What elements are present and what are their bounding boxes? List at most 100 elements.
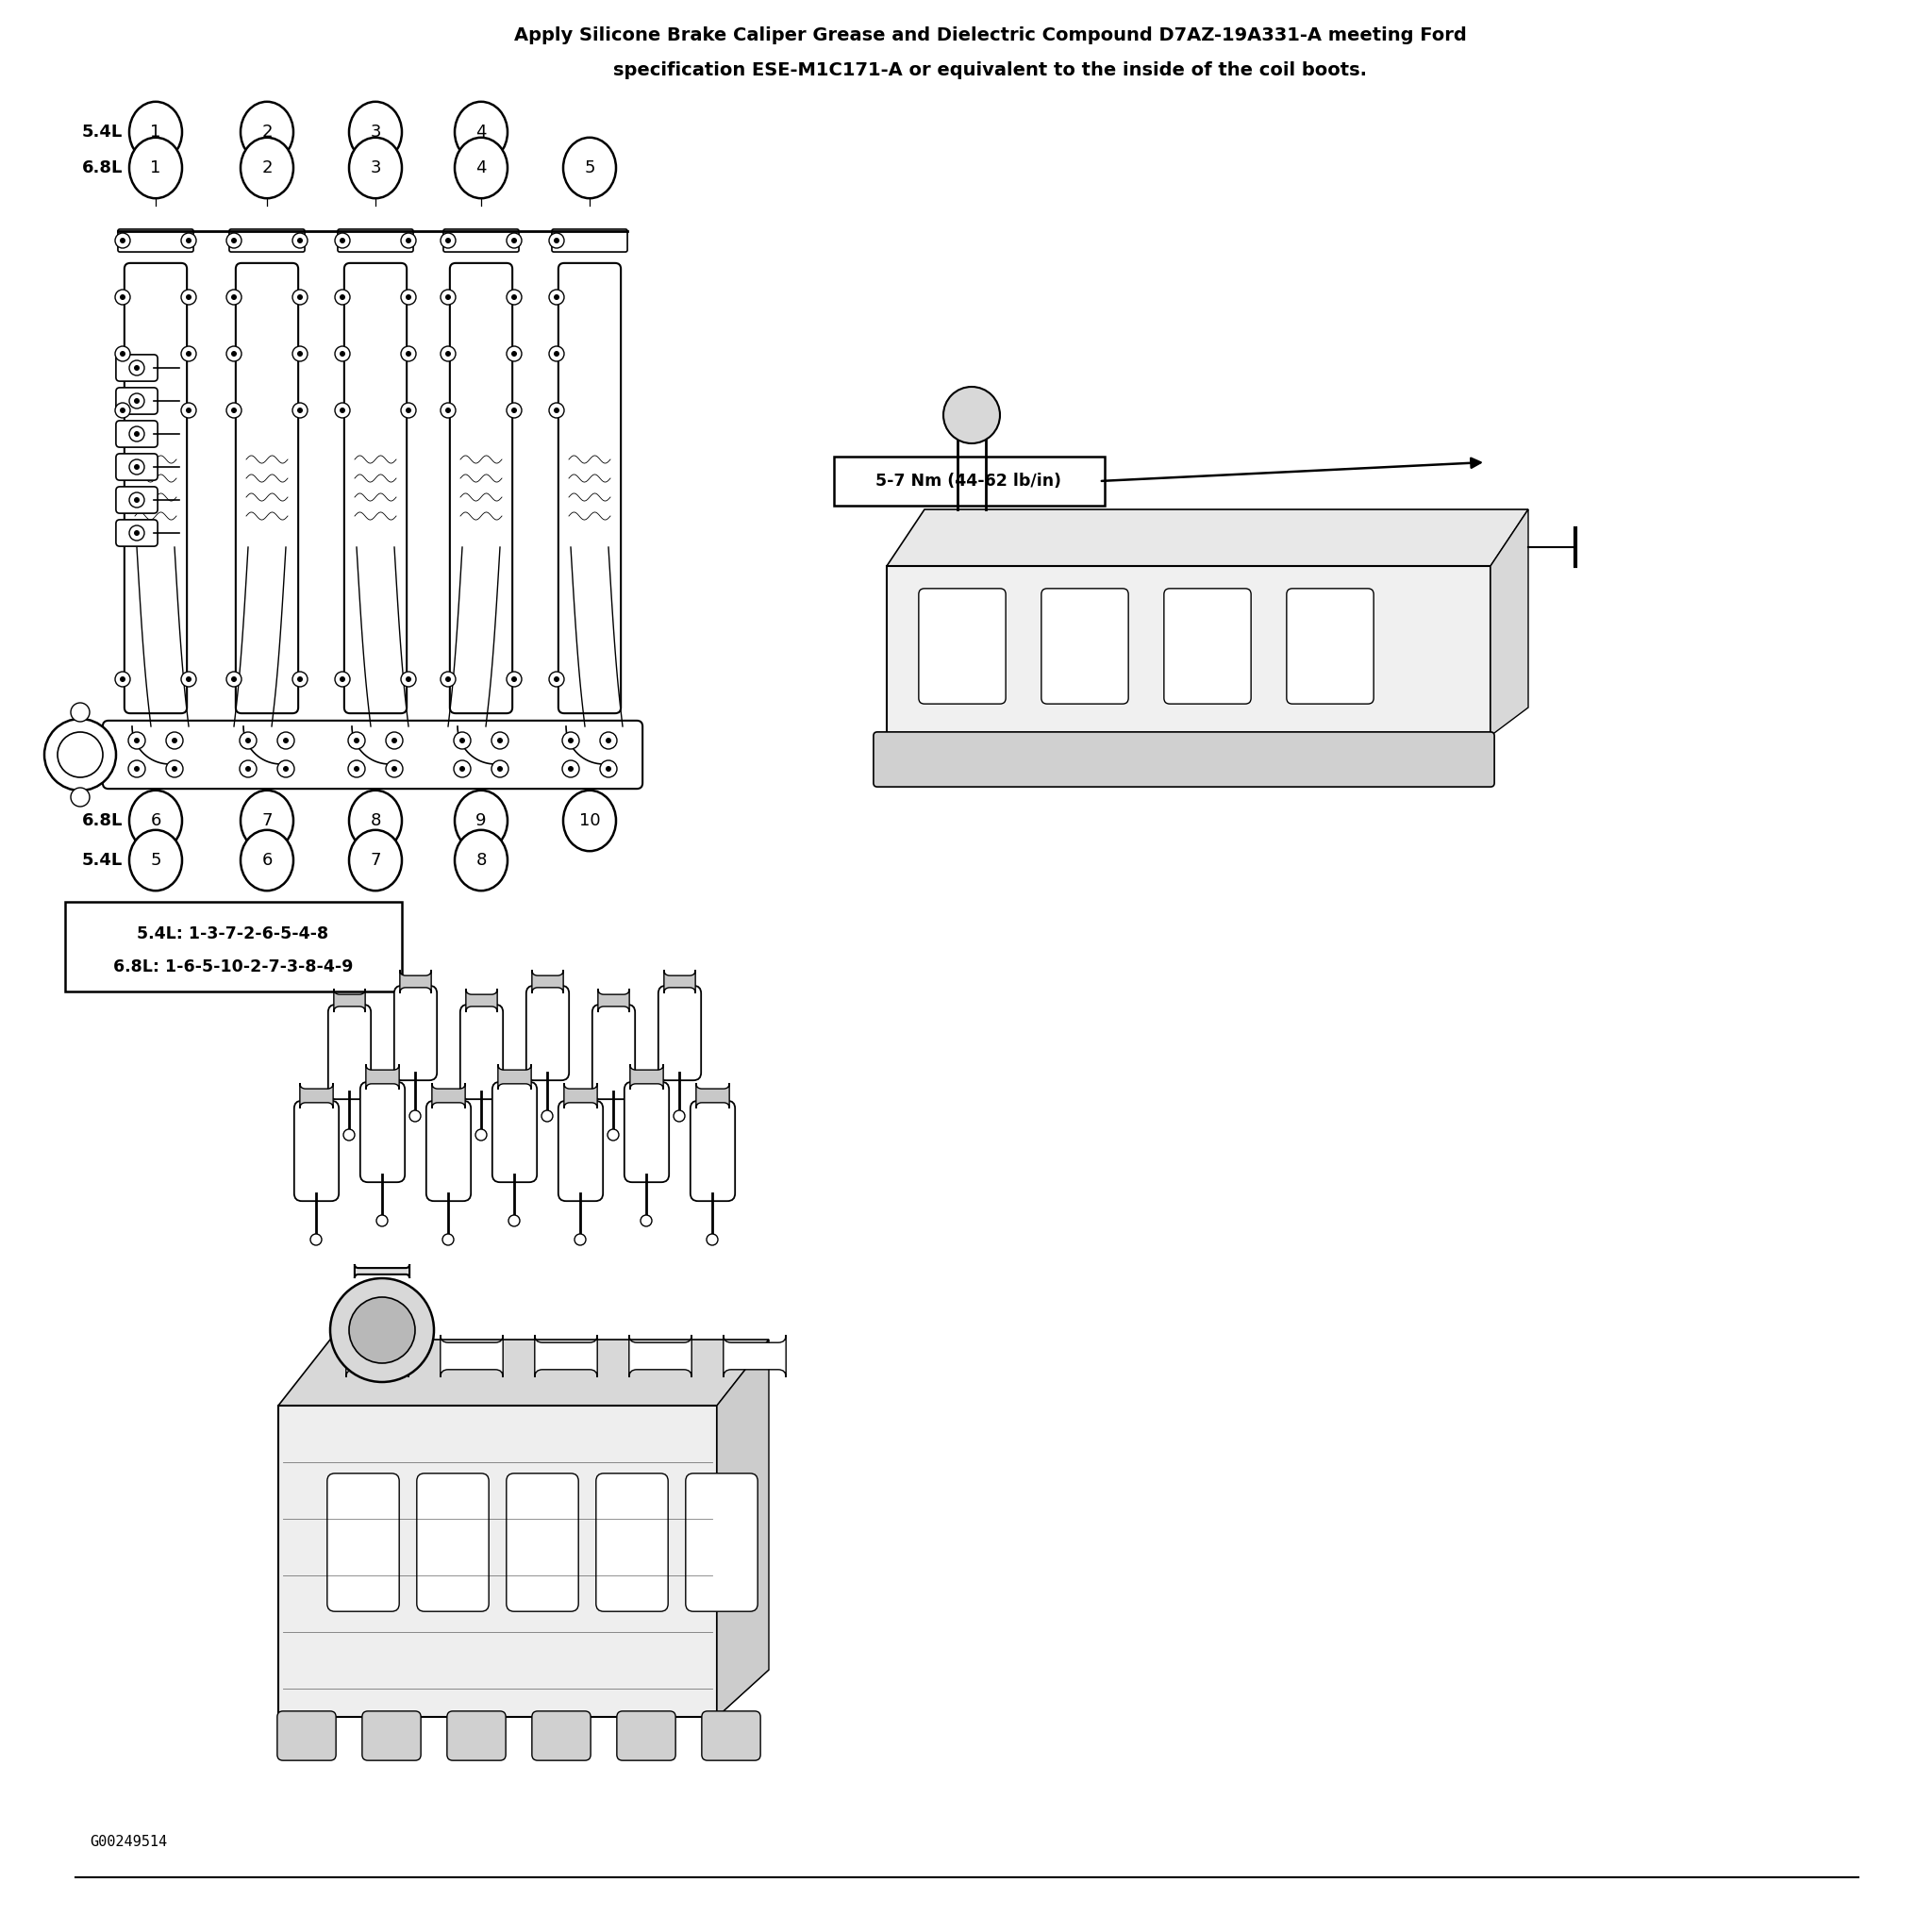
- Circle shape: [166, 761, 184, 777]
- Text: 4: 4: [475, 124, 487, 141]
- Circle shape: [232, 238, 238, 243]
- FancyBboxPatch shape: [118, 230, 193, 251]
- FancyBboxPatch shape: [236, 263, 298, 713]
- FancyBboxPatch shape: [686, 1474, 757, 1611]
- Circle shape: [392, 738, 398, 744]
- Ellipse shape: [129, 790, 182, 852]
- FancyBboxPatch shape: [564, 1084, 597, 1109]
- Circle shape: [549, 672, 564, 686]
- Circle shape: [386, 732, 402, 750]
- FancyBboxPatch shape: [440, 1335, 502, 1378]
- Circle shape: [707, 1235, 719, 1246]
- Circle shape: [282, 738, 288, 744]
- FancyBboxPatch shape: [599, 989, 630, 1012]
- Ellipse shape: [242, 137, 294, 199]
- Ellipse shape: [350, 790, 402, 852]
- Circle shape: [44, 719, 116, 790]
- FancyBboxPatch shape: [294, 1101, 338, 1202]
- Circle shape: [554, 294, 560, 299]
- FancyBboxPatch shape: [102, 721, 643, 788]
- FancyBboxPatch shape: [701, 1712, 761, 1760]
- Circle shape: [568, 738, 574, 744]
- FancyBboxPatch shape: [276, 1712, 336, 1760]
- Circle shape: [497, 738, 502, 744]
- Circle shape: [298, 408, 303, 413]
- FancyBboxPatch shape: [116, 388, 158, 413]
- FancyBboxPatch shape: [116, 487, 158, 514]
- Circle shape: [298, 352, 303, 357]
- Text: specification ESE-M1C171-A or equivalent to the inside of the coil boots.: specification ESE-M1C171-A or equivalent…: [614, 62, 1368, 79]
- FancyBboxPatch shape: [1041, 589, 1128, 703]
- Circle shape: [554, 408, 560, 413]
- Text: 2: 2: [261, 124, 272, 141]
- Circle shape: [185, 676, 191, 682]
- Circle shape: [58, 732, 102, 777]
- Text: Apply Silicone Brake Caliper Grease and Dielectric Compound D7AZ-19A331-A meetin: Apply Silicone Brake Caliper Grease and …: [514, 27, 1466, 44]
- Circle shape: [330, 1279, 435, 1381]
- Text: 5-7 Nm (44-62 lb/in): 5-7 Nm (44-62 lb/in): [875, 473, 1063, 489]
- Circle shape: [402, 402, 415, 417]
- Circle shape: [334, 290, 350, 305]
- Circle shape: [232, 408, 238, 413]
- Circle shape: [607, 1128, 618, 1140]
- Circle shape: [278, 732, 294, 750]
- Circle shape: [440, 346, 456, 361]
- Text: 1: 1: [151, 124, 160, 141]
- Circle shape: [506, 290, 522, 305]
- Circle shape: [232, 676, 238, 682]
- Circle shape: [348, 761, 365, 777]
- Circle shape: [182, 402, 197, 417]
- Circle shape: [549, 234, 564, 247]
- Text: 2: 2: [261, 160, 272, 176]
- Ellipse shape: [350, 137, 402, 199]
- Text: 5.4L: 5.4L: [81, 852, 122, 869]
- Circle shape: [506, 346, 522, 361]
- Circle shape: [568, 765, 574, 771]
- Circle shape: [185, 408, 191, 413]
- Ellipse shape: [454, 831, 508, 891]
- Circle shape: [182, 234, 197, 247]
- Circle shape: [460, 738, 466, 744]
- Circle shape: [442, 1235, 454, 1246]
- FancyBboxPatch shape: [450, 263, 512, 713]
- Circle shape: [133, 529, 139, 535]
- Circle shape: [444, 294, 450, 299]
- Circle shape: [133, 431, 139, 437]
- Circle shape: [133, 497, 139, 502]
- Polygon shape: [887, 510, 1528, 566]
- FancyBboxPatch shape: [493, 1082, 537, 1182]
- Circle shape: [129, 493, 145, 508]
- Circle shape: [386, 761, 402, 777]
- Text: 9: 9: [475, 811, 487, 829]
- Circle shape: [506, 672, 522, 686]
- Circle shape: [292, 290, 307, 305]
- Circle shape: [340, 352, 346, 357]
- Circle shape: [129, 427, 145, 442]
- Circle shape: [402, 346, 415, 361]
- FancyBboxPatch shape: [116, 520, 158, 547]
- Circle shape: [444, 352, 450, 357]
- FancyBboxPatch shape: [338, 230, 413, 251]
- Circle shape: [278, 761, 294, 777]
- Circle shape: [491, 761, 508, 777]
- FancyBboxPatch shape: [723, 1335, 786, 1378]
- Circle shape: [133, 398, 139, 404]
- Circle shape: [406, 294, 412, 299]
- Circle shape: [182, 672, 197, 686]
- FancyBboxPatch shape: [334, 989, 365, 1012]
- Circle shape: [298, 238, 303, 243]
- FancyBboxPatch shape: [498, 1065, 531, 1090]
- Circle shape: [334, 402, 350, 417]
- Polygon shape: [717, 1339, 769, 1718]
- Text: 6.8L: 1-6-5-10-2-7-3-8-4-9: 6.8L: 1-6-5-10-2-7-3-8-4-9: [114, 958, 354, 976]
- Circle shape: [340, 676, 346, 682]
- Circle shape: [444, 676, 450, 682]
- Text: 7: 7: [371, 852, 381, 869]
- Circle shape: [601, 732, 616, 750]
- Circle shape: [554, 238, 560, 243]
- Circle shape: [120, 352, 126, 357]
- Polygon shape: [278, 1406, 717, 1718]
- Circle shape: [344, 1128, 355, 1140]
- Circle shape: [406, 676, 412, 682]
- Text: G00249514: G00249514: [89, 1835, 166, 1849]
